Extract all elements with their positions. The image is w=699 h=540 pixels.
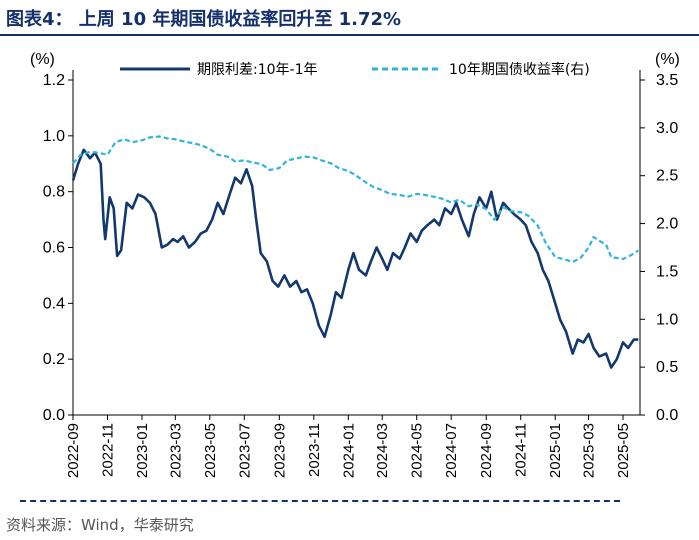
x-tick-label: 2024-07 [443, 423, 460, 478]
source-note: 资料来源：Wind，华泰研究 [6, 516, 194, 534]
chart-title: 图表4： 上周 10 年期国债收益率回升至 1.72% [6, 9, 402, 30]
left-tick-label: 0.4 [43, 295, 65, 312]
left-tick-label: 1.2 [43, 72, 65, 89]
x-tick-label: 2022-11 [99, 423, 116, 477]
legend-label-spread: 期限利差:10年-1年 [197, 62, 318, 78]
legend: 期限利差:10年-1年 10年期国债收益率(右) [120, 61, 590, 78]
right-tick-label: 2.5 [656, 168, 678, 185]
separator-line [20, 500, 620, 502]
left-tick-label: 0.6 [43, 240, 65, 257]
x-tick-label: 2022-09 [65, 423, 82, 478]
right-tick-label: 1.5 [656, 263, 678, 280]
x-tick-label: 2023-09 [271, 423, 288, 478]
right-tick-label: 1.0 [656, 311, 678, 328]
x-tick-label: 2024-01 [340, 423, 357, 478]
right-tick-label: 0.5 [656, 359, 678, 376]
left-tick-label: 0.2 [43, 351, 65, 368]
legend-label-yield: 10年期国债收益率(右) [449, 61, 590, 78]
title-underline [0, 34, 699, 36]
right-tick-label: 0.0 [656, 407, 678, 424]
axes-group: 0.0 0.2 0.4 0.6 0.8 1.0 1.2 0.0 0.5 1.0 1.5 2.0 2.5 3… [43, 70, 678, 478]
series-group [71, 135, 639, 369]
x-tick-label: 2023-07 [236, 423, 253, 478]
left-tick-label: 1.0 [43, 128, 65, 145]
x-tick-label: 2023-05 [202, 423, 219, 478]
right-axis-unit: (%) [655, 51, 680, 68]
x-tick-label: 2023-11 [306, 423, 323, 477]
left-tick-label: 0.0 [43, 407, 65, 424]
x-tick-label: 2023-01 [134, 423, 151, 478]
x-tick-label: 2024-11 [513, 423, 530, 477]
x-tick-label: 2025-01 [547, 423, 564, 478]
left-axis-unit: (%) [30, 51, 55, 68]
x-tick-label: 2025-03 [581, 423, 598, 478]
right-tick-label: 2.0 [656, 216, 678, 233]
x-tick-label: 2024-03 [374, 423, 391, 478]
series-line-term-spread [71, 148, 639, 369]
right-tick-label: 3.5 [656, 72, 678, 89]
left-tick-label: 0.8 [43, 184, 65, 201]
right-tick-label: 3.0 [656, 120, 678, 137]
x-tick-label: 2023-03 [167, 423, 184, 478]
x-tick-label: 2024-05 [409, 423, 426, 478]
series-line-10y-yield [72, 135, 639, 263]
line-chart: (%) (%) 0.0 0.2 0.4 0.6 0.8 1.0 1.2 0.0 0.5 1.0 1.… [30, 51, 680, 478]
x-tick-label: 2024-09 [478, 423, 495, 478]
x-tick-label: 2025-05 [615, 423, 632, 478]
